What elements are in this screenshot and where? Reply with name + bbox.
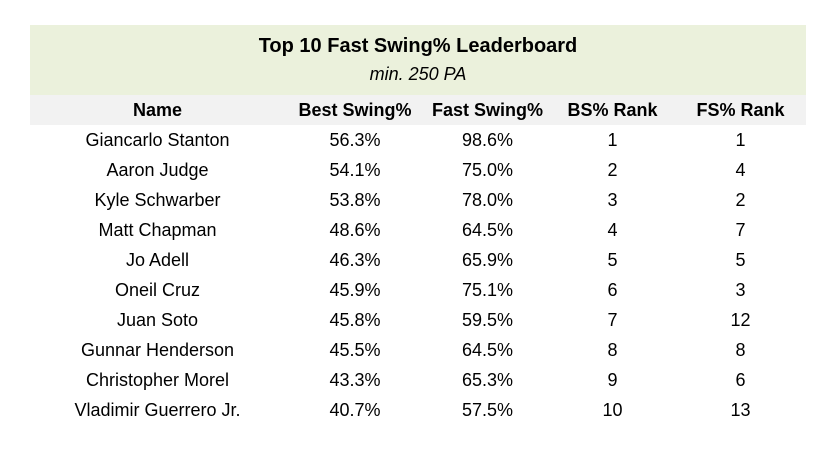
- table-cell: 40.7%: [329, 399, 381, 420]
- table-cell: 45.9%: [329, 279, 381, 300]
- table-cell: 5: [735, 249, 746, 270]
- table-row: Christopher Morel 43.3% 65.3% 9 6: [30, 365, 806, 395]
- player-name-cell: Juan Soto: [116, 309, 199, 330]
- player-name-cell: Kyle Schwarber: [94, 189, 221, 210]
- player-name-cell: Jo Adell: [125, 249, 190, 270]
- leaderboard-table: Top 10 Fast Swing% Leaderboard min. 250 …: [30, 25, 806, 425]
- column-header-2: Fast Swing%: [431, 99, 543, 120]
- table-cell: 5: [607, 249, 618, 270]
- table-cell: 7: [735, 219, 746, 240]
- table-cell: 4: [607, 219, 618, 240]
- column-header-3: BS% Rank: [567, 99, 658, 120]
- table-cell: 59.5%: [461, 309, 514, 330]
- table-cell: 13: [730, 399, 751, 420]
- table-body: Giancarlo Stanton 56.3% 98.6% 1 1 Aaron Judge…: [30, 125, 806, 425]
- table-row: Kyle Schwarber 53.8% 78.0% 3 2: [30, 185, 806, 215]
- table-title: Top 10 Fast Swing% Leaderboard: [258, 35, 578, 57]
- table-cell: 65.3%: [461, 369, 514, 390]
- table-cell: 53.8%: [329, 189, 381, 210]
- table-cell: 2: [735, 189, 746, 210]
- table-cell: 1: [607, 129, 618, 150]
- player-name-cell: Oneil Cruz: [114, 279, 201, 300]
- table-cell: 6: [607, 279, 618, 300]
- column-header-0: Name: [132, 99, 183, 120]
- table-row: Aaron Judge 54.1% 75.0% 2 4: [30, 155, 806, 185]
- table-cell: 75.1%: [461, 279, 514, 300]
- column-header-4: FS% Rank: [696, 99, 785, 120]
- table-row: Oneil Cruz 45.9% 75.1% 6 3: [30, 275, 806, 305]
- table-row: Jo Adell 46.3% 65.9% 5 5: [30, 245, 806, 275]
- player-name-cell: Matt Chapman: [98, 219, 217, 240]
- player-name-cell: Christopher Morel: [85, 369, 230, 390]
- table-cell: 3: [735, 279, 746, 300]
- table-cell: 57.5%: [461, 399, 514, 420]
- table-cell: 54.1%: [329, 159, 381, 180]
- table-cell: 9: [607, 369, 618, 390]
- table-cell: 12: [730, 309, 751, 330]
- title-banner: Top 10 Fast Swing% Leaderboard min. 250 …: [30, 25, 806, 95]
- table-cell: 4: [735, 159, 746, 180]
- table-cell: 48.6%: [329, 219, 381, 240]
- table-cell: 75.0%: [461, 159, 514, 180]
- table-cell: 8: [735, 339, 746, 360]
- table-cell: 46.3%: [329, 249, 381, 270]
- table-cell: 45.5%: [329, 339, 381, 360]
- table-row: Juan Soto 45.8% 59.5% 7 12: [30, 305, 806, 335]
- table-cell: 8: [607, 339, 618, 360]
- table-cell: 3: [607, 189, 618, 210]
- table-cell: 45.8%: [329, 309, 381, 330]
- table-cell: 2: [607, 159, 618, 180]
- player-name-cell: Vladimir Guerrero Jr.: [74, 399, 241, 420]
- table-cell: 64.5%: [461, 219, 514, 240]
- table-cell: 98.6%: [461, 129, 514, 150]
- table-row: Vladimir Guerrero Jr. 40.7% 57.5% 10 13: [30, 395, 806, 425]
- player-name-cell: Gunnar Henderson: [80, 339, 235, 360]
- table-cell: 78.0%: [461, 189, 514, 210]
- player-name-cell: Giancarlo Stanton: [85, 129, 230, 150]
- table-cell: 56.3%: [329, 129, 381, 150]
- table-cell: 6: [735, 369, 746, 390]
- table-cell: 64.5%: [461, 339, 514, 360]
- table-cell: 1: [735, 129, 746, 150]
- table-row: Gunnar Henderson 45.5% 64.5% 8 8: [30, 335, 806, 365]
- table-cell: 43.3%: [329, 369, 381, 390]
- column-header-row: Name Best Swing% Fast Swing% BS% Rank FS% Ra…: [30, 95, 806, 125]
- player-name-cell: Aaron Judge: [106, 159, 209, 180]
- table-cell: 7: [607, 309, 618, 330]
- table-cell: 65.9%: [461, 249, 514, 270]
- table-row: Matt Chapman 48.6% 64.5% 4 7: [30, 215, 806, 245]
- table-row: Giancarlo Stanton 56.3% 98.6% 1 1: [30, 125, 806, 155]
- column-header-1: Best Swing%: [298, 99, 412, 120]
- table-subtitle: min. 250 PA: [369, 64, 467, 84]
- table-cell: 10: [602, 399, 623, 420]
